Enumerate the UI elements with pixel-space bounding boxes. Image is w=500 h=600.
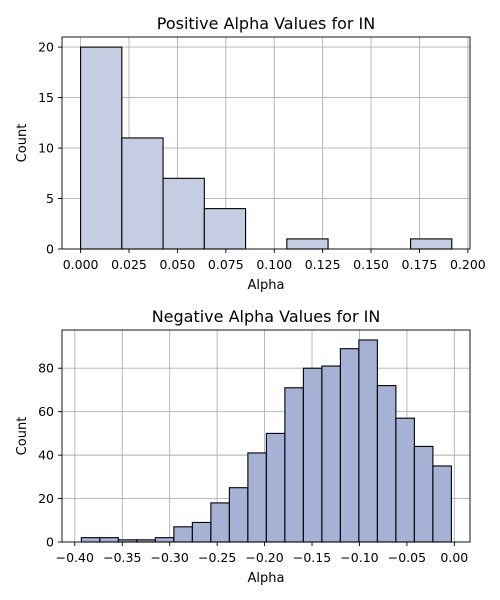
x-tick-label: −0.05 xyxy=(388,550,426,565)
x-tick-label: −0.30 xyxy=(151,550,189,565)
y-tick-label: 20 xyxy=(38,491,54,506)
histogram-bars xyxy=(80,339,452,543)
x-tick-label: 0.200 xyxy=(450,257,486,272)
histogram-bar xyxy=(284,387,304,543)
x-tick-label: −0.10 xyxy=(340,550,378,565)
x-tick-label: −0.25 xyxy=(198,550,236,565)
y-tick-label: 0 xyxy=(46,535,54,550)
x-tick-label: 0.000 xyxy=(63,257,99,272)
histogram-bar xyxy=(302,367,323,543)
y-tick-label: 0 xyxy=(46,242,54,257)
x-tick-label: −0.20 xyxy=(245,550,283,565)
histogram-bar xyxy=(228,487,249,543)
chart-title: Negative Alpha Values for IN xyxy=(152,307,381,326)
y-tick-label: 80 xyxy=(38,361,54,376)
histogram-bar xyxy=(286,238,329,250)
histogram-bar xyxy=(247,452,267,543)
histogram-bar xyxy=(210,502,230,543)
histogram-bars xyxy=(80,46,453,250)
axis-ticks: 0.000 0.025 0.050 0.075 0.100 0.125 0.150 0.175… xyxy=(38,40,486,272)
histogram-bar xyxy=(121,137,164,250)
histogram-bar xyxy=(162,177,205,250)
axis-ticks: −0.40 −0.35 −0.30 −0.25 −0.20 −0.15 −0.10 −0.05… xyxy=(38,361,468,565)
x-tick-label: 0.025 xyxy=(111,257,147,272)
x-tick-label: −0.35 xyxy=(103,550,141,565)
y-axis-label: Count xyxy=(15,124,30,163)
x-tick-label: 0.175 xyxy=(402,257,438,272)
y-tick-label: 20 xyxy=(38,40,54,55)
histogram-bar xyxy=(413,445,434,543)
histogram-bar xyxy=(265,432,286,543)
x-tick-label: 0.125 xyxy=(305,257,341,272)
y-axis-label: Count xyxy=(15,417,30,456)
plot-frame xyxy=(61,329,471,543)
chart-title: Positive Alpha Values for IN xyxy=(157,14,375,33)
y-tick-label: 10 xyxy=(38,141,54,156)
histogram-bar xyxy=(80,537,101,543)
x-tick-label: −0.40 xyxy=(56,550,94,565)
y-tick-label: 5 xyxy=(46,191,54,206)
x-axis-label: Alpha xyxy=(248,571,285,586)
histogram-bar xyxy=(410,238,453,250)
positive-alpha-histogram: 0.000 0.025 0.050 0.075 0.100 0.125 0.150 0.175… xyxy=(15,14,486,293)
plot-frame xyxy=(61,36,471,250)
histogram-bar xyxy=(339,348,360,543)
negative-alpha-histogram: −0.40 −0.35 −0.30 −0.25 −0.20 −0.15 −0.10 −0.05… xyxy=(15,307,471,586)
histogram-bar xyxy=(395,417,415,543)
histogram-bar xyxy=(376,385,397,543)
x-tick-label: −0.15 xyxy=(293,550,331,565)
histogram-bar xyxy=(432,465,452,543)
histogram-bar xyxy=(80,46,123,250)
y-tick-label: 40 xyxy=(38,448,54,463)
histogram-bar xyxy=(203,208,247,250)
histogram-bar xyxy=(191,521,212,543)
x-tick-label: 0.100 xyxy=(256,257,292,272)
y-tick-label: 15 xyxy=(38,90,54,105)
histogram-bar xyxy=(173,526,193,543)
x-tick-label: 0.00 xyxy=(440,550,468,565)
histogram-bar xyxy=(154,537,175,543)
histogram-bar xyxy=(99,537,119,543)
y-tick-label: 60 xyxy=(38,404,54,419)
x-tick-label: 0.050 xyxy=(160,257,196,272)
x-axis-label: Alpha xyxy=(248,278,285,293)
histogram-bar xyxy=(321,365,341,543)
x-tick-label: 0.150 xyxy=(353,257,389,272)
histogram-bar xyxy=(358,339,378,543)
x-tick-label: 0.075 xyxy=(208,257,244,272)
